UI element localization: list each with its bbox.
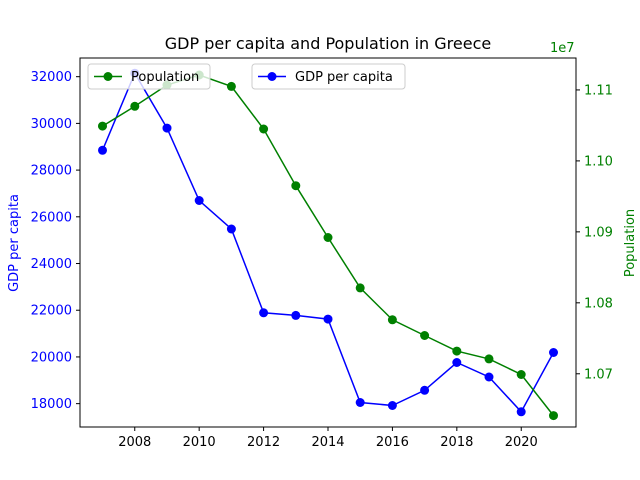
- x-tick-label-2008: 2008: [118, 435, 151, 450]
- gdp-point-2017: [420, 385, 430, 395]
- right-tick-label-1.11: 1.11: [584, 83, 613, 98]
- gdp-point-2014: [323, 314, 333, 324]
- gdp-point-2021: [549, 348, 558, 357]
- legend-label: GDP per capita: [295, 70, 393, 85]
- left-tick-label-24000: 24000: [31, 257, 72, 272]
- gdp-point-2015: [355, 398, 365, 407]
- population-point-2019: [484, 354, 494, 364]
- right-tick-label-1.07: 1.07: [584, 367, 613, 382]
- left-tick-label-22000: 22000: [31, 304, 72, 319]
- legend-marker: [103, 72, 113, 81]
- left-axis-label: GDP per capita: [7, 194, 22, 292]
- right-axis-label: Population: [623, 209, 638, 277]
- population-point-2008: [130, 101, 140, 111]
- gdp-point-2010: [194, 196, 204, 205]
- population-point-2018: [452, 346, 462, 356]
- population-point-2021: [549, 411, 558, 421]
- gdp-point-2009: [162, 123, 172, 133]
- left-tick-label-20000: 20000: [31, 350, 72, 365]
- right-tick-label-1.10: 1.10: [584, 154, 613, 169]
- gdp-point-2018: [452, 358, 462, 367]
- legend-marker: [267, 72, 277, 81]
- population-point-2014: [323, 233, 333, 242]
- gdp-point-2007: [98, 145, 107, 155]
- x-tick-label-2020: 2020: [505, 435, 538, 450]
- right-tick-label-1.09: 1.09: [584, 225, 613, 240]
- population-point-2013: [291, 181, 301, 191]
- x-tick-label-2018: 2018: [440, 435, 473, 450]
- gdp-point-2012: [259, 308, 269, 318]
- population-point-2011: [226, 81, 236, 91]
- gdp-point-2019: [484, 372, 494, 382]
- population-point-2016: [387, 315, 397, 325]
- population-point-2017: [420, 331, 430, 340]
- right-axis-offset-label: 1e7: [550, 41, 575, 56]
- gdp-point-2013: [291, 310, 301, 320]
- x-tick-label-2014: 2014: [311, 435, 344, 450]
- legend-box: [251, 63, 406, 90]
- legend-population: Population: [87, 63, 211, 90]
- left-tick-label-28000: 28000: [31, 164, 72, 179]
- right-tick-label-1.08: 1.08: [584, 296, 613, 311]
- chart-title: GDP per capita and Population in Greece: [165, 34, 491, 53]
- population-point-2015: [355, 283, 365, 293]
- population-point-2007: [98, 121, 107, 131]
- gdp-point-2020: [516, 407, 526, 417]
- x-tick-label-2012: 2012: [247, 435, 280, 450]
- plot-area: 2008 2010 2012 2014 2016 2018 2020 18000 20000 22…: [31, 57, 613, 450]
- left-tick-label-32000: 32000: [31, 70, 72, 85]
- population-point-2012: [259, 124, 269, 134]
- x-tick-label-2016: 2016: [376, 435, 409, 450]
- left-tick-label-30000: 30000: [31, 117, 72, 132]
- gdp-point-2011: [226, 224, 236, 234]
- legend-box: [87, 63, 211, 90]
- x-tick-label-2010: 2010: [183, 435, 216, 450]
- left-tick-label-26000: 26000: [31, 210, 72, 225]
- legend-gdp: GDP per capita: [251, 63, 406, 90]
- legend-label: Population: [131, 70, 199, 85]
- gdp-point-2016: [387, 401, 397, 410]
- population-point-2020: [516, 370, 526, 379]
- left-tick-label-18000: 18000: [31, 397, 72, 412]
